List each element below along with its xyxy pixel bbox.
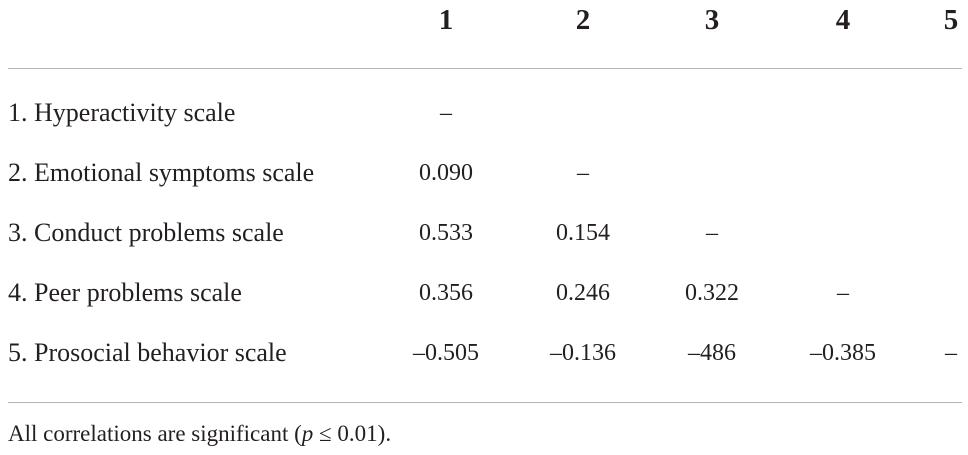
table-cell: – — [837, 280, 849, 306]
table-cell: – — [945, 340, 957, 366]
table-cell: – — [440, 100, 452, 126]
table-header-row: 1 2 3 4 5 — [0, 0, 968, 40]
footnote-suffix: ≤ 0.01). — [313, 421, 392, 446]
row-label: 4. Peer problems scale — [8, 278, 242, 307]
row-label: 1. Hyperactivity scale — [8, 98, 236, 127]
row-label: 2. Emotional symptoms scale — [8, 158, 315, 187]
table-cell: – — [706, 220, 718, 246]
row-label: 3. Conduct problems scale — [8, 218, 284, 247]
table-cell: 0.246 — [556, 280, 610, 306]
table-footnote: All correlations are significant (p ≤ 0.… — [8, 418, 391, 450]
column-header-5: 5 — [943, 4, 959, 36]
table-cell: 0.356 — [419, 280, 473, 306]
table-cell: 0.090 — [419, 160, 473, 186]
table-cell: 0.322 — [685, 280, 739, 306]
table-cell: –0.385 — [810, 340, 876, 366]
table-cell: –0.136 — [550, 340, 616, 366]
table-cell: –0.505 — [413, 340, 479, 366]
table-row: 2. Emotional symptoms scale 0.090 – — [0, 156, 968, 196]
table-row: 1. Hyperactivity scale – — [0, 96, 968, 136]
table-cell: 0.154 — [556, 220, 610, 246]
table-cell: –486 — [688, 340, 736, 366]
column-header-4: 4 — [835, 4, 851, 36]
table-row: 5. Prosocial behavior scale –0.505 –0.13… — [0, 336, 968, 376]
table-cell: – — [577, 160, 589, 186]
column-header-2: 2 — [575, 4, 591, 36]
footnote-variable: p — [301, 421, 314, 446]
table-cell: 0.533 — [419, 220, 473, 246]
column-header-3: 3 — [704, 4, 720, 36]
footnote-prefix: All correlations are significant ( — [8, 421, 302, 446]
table-row: 4. Peer problems scale 0.356 0.246 0.322… — [0, 276, 968, 316]
row-label: 5. Prosocial behavior scale — [8, 338, 287, 367]
table-row: 3. Conduct problems scale 0.533 0.154 – — [0, 216, 968, 256]
table-bottom-rule — [8, 402, 962, 403]
table-top-rule — [8, 68, 962, 69]
column-header-1: 1 — [438, 4, 454, 36]
